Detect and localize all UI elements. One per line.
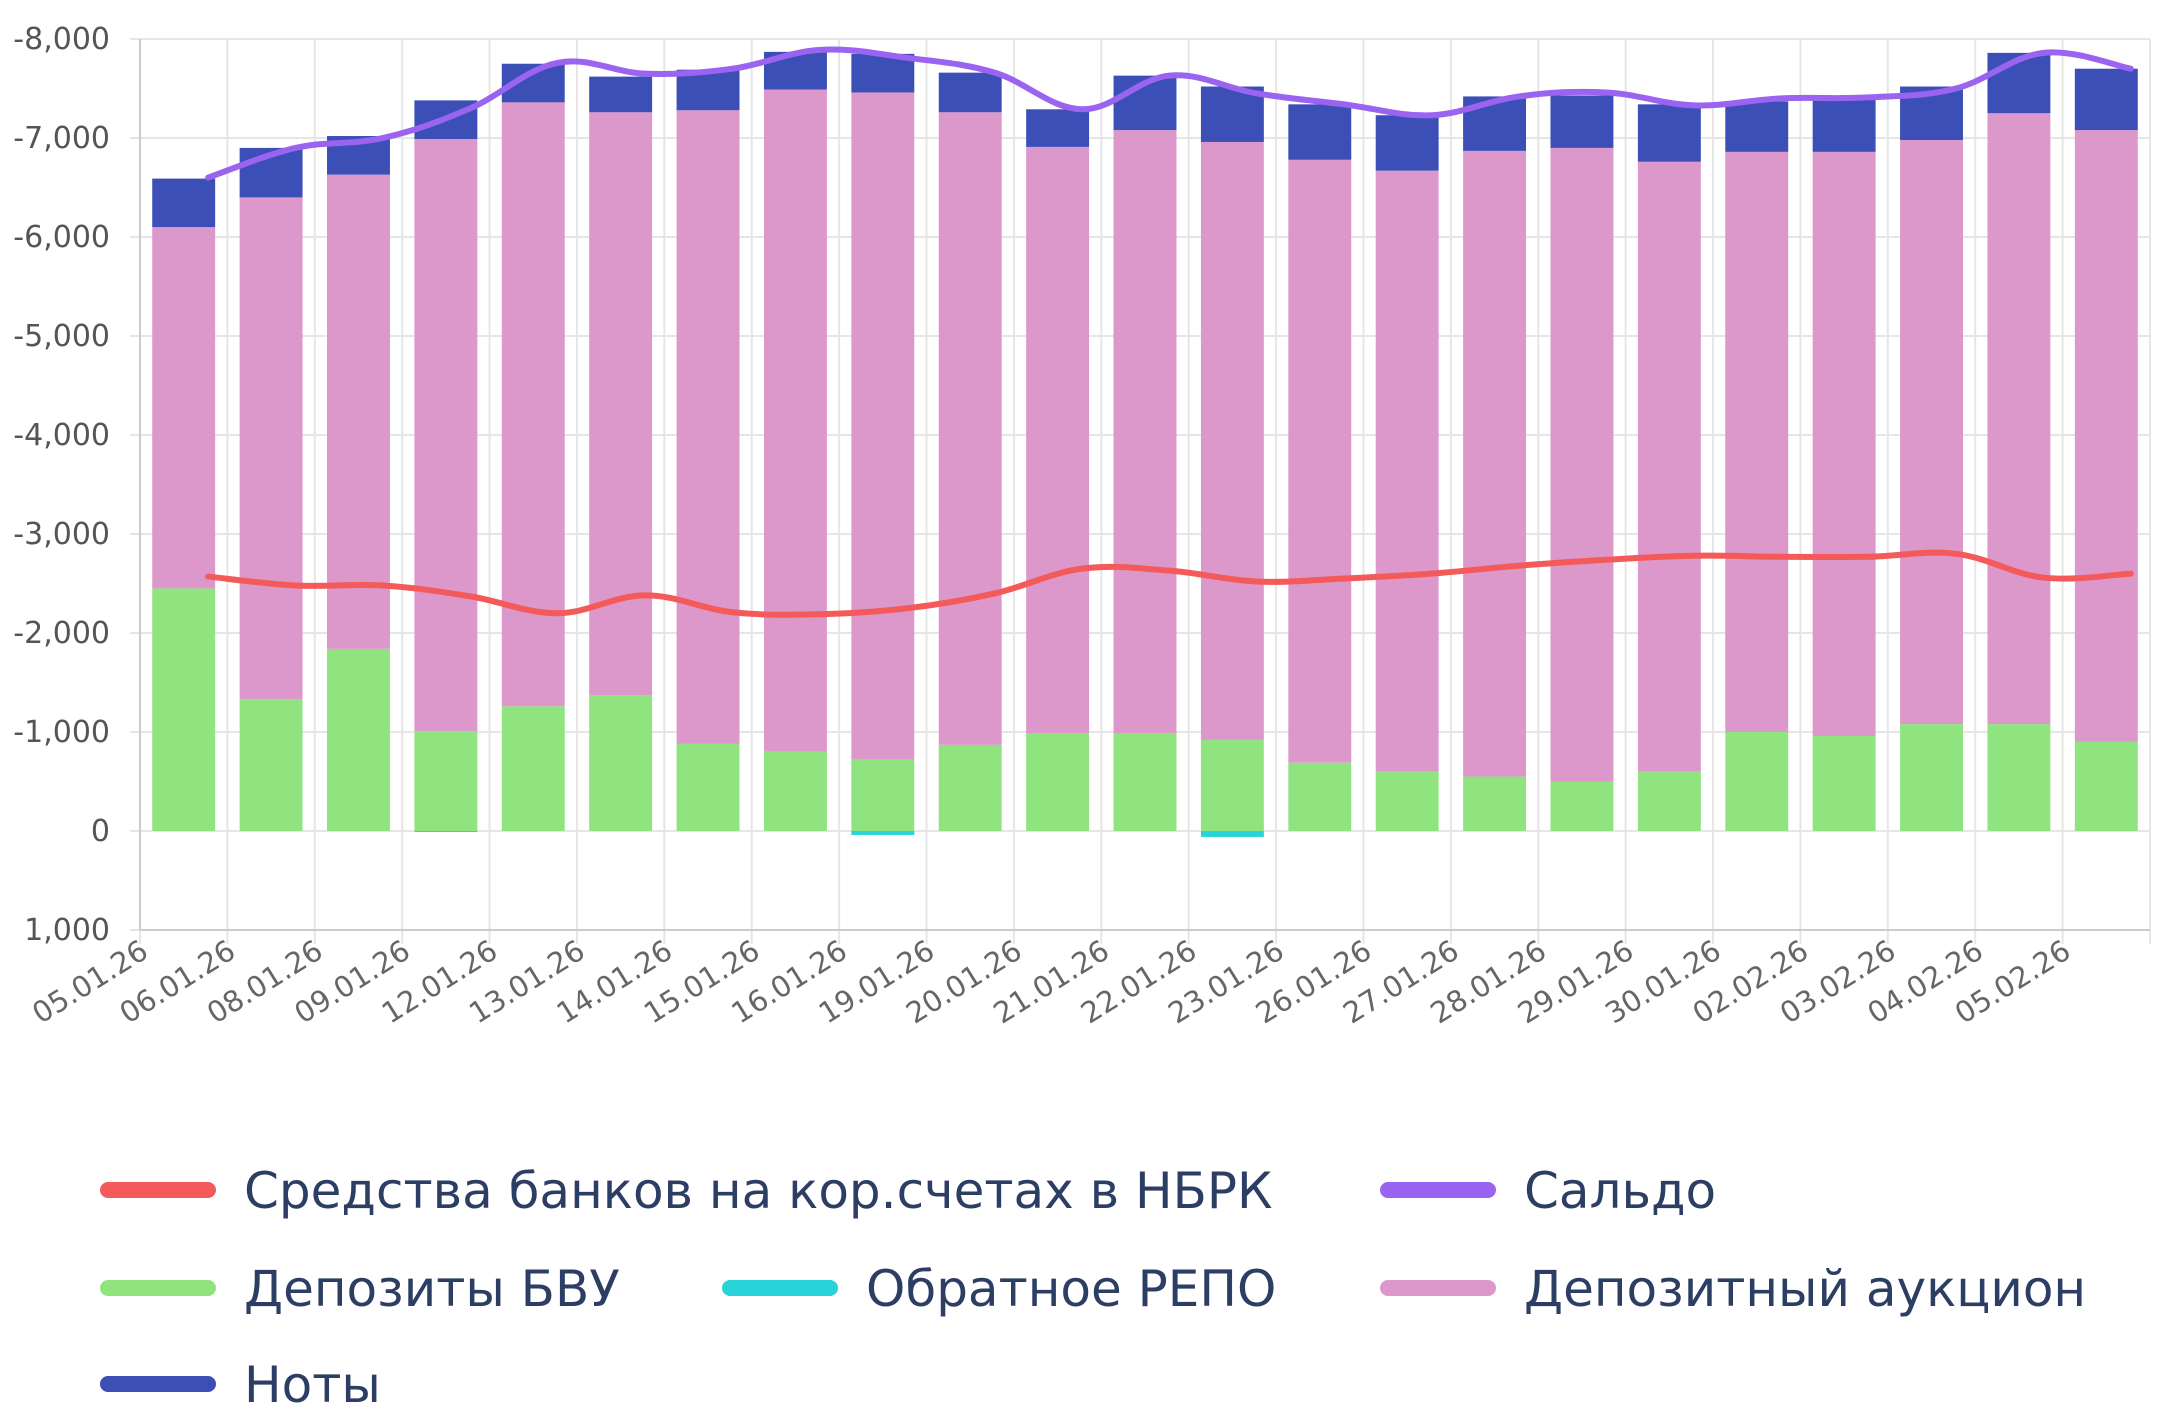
bar-segment [1637, 104, 1701, 162]
bar-segment [152, 178, 216, 228]
bar-segment [1725, 732, 1789, 831]
bar-segment [1725, 101, 1789, 152]
y-tick-label: -3,000 [13, 517, 110, 552]
y-tick-label: 0 [91, 814, 110, 849]
y-tick-label: -4,000 [13, 418, 110, 453]
bar-segment [1026, 146, 1090, 733]
bar-segment [152, 588, 216, 831]
y-tick-label: -7,000 [13, 121, 110, 156]
bar-segment [1550, 781, 1614, 831]
bar-segment [676, 110, 740, 744]
series-line [205, 46, 2134, 181]
bar-segment [2074, 68, 2138, 131]
y-tick-label: -8,000 [13, 22, 110, 57]
bar-segment [2074, 130, 2138, 742]
bar-segment [1026, 732, 1090, 831]
bar-segment [1900, 139, 1963, 725]
bar-segment [1113, 130, 1177, 733]
bar-segment [152, 227, 216, 589]
bar-segment [589, 695, 653, 831]
bar-segment [763, 89, 827, 752]
y-tick-label: -1,000 [13, 715, 110, 750]
bar-segment [851, 92, 915, 760]
bar-segment [1812, 98, 1876, 152]
bar-segment [1200, 141, 1264, 740]
bar-segment [327, 174, 390, 649]
legend-label: Средства банков на кор.счетах в НБРК [244, 1162, 1273, 1220]
legend-label: Ноты [244, 1356, 381, 1414]
bar-segment [414, 831, 478, 832]
bar-segment [1900, 724, 1963, 831]
bar-segment [1288, 104, 1352, 160]
bar-segment [1987, 724, 2051, 831]
bar-segment [676, 743, 740, 831]
bar-segment [1637, 771, 1701, 831]
bar-segment [938, 112, 1002, 745]
bar-segment [851, 759, 915, 831]
bar-segment [1463, 150, 1527, 777]
bar-segment [1375, 170, 1439, 772]
bar-segment [1725, 151, 1789, 733]
bar-segment [414, 731, 478, 831]
bar-segment [414, 138, 478, 732]
bar-segment [938, 744, 1002, 831]
bar-segment [501, 706, 565, 831]
bar-segment [1200, 739, 1264, 831]
bar-segment [1987, 113, 2051, 725]
y-tick-label: -2,000 [13, 616, 110, 651]
bar-segment [676, 69, 740, 111]
y-tick-label: -5,000 [13, 319, 110, 354]
bar-segment [1987, 52, 2051, 114]
bar-segment [1550, 95, 1614, 148]
bar-segment [1637, 161, 1701, 772]
y-tick-label: 1,000 [24, 913, 110, 948]
bar-segment [1113, 732, 1177, 831]
bar-segment [851, 831, 915, 835]
legend: Средства банков на кор.счетах в НБРК Саль… [100, 1162, 2086, 1414]
legend-label: Сальдо [1524, 1162, 1716, 1220]
bar-layer [152, 51, 2138, 837]
legend-label: Обратное РЕПО [866, 1260, 1276, 1318]
bar-segment [1026, 109, 1090, 147]
bar-segment [763, 751, 827, 831]
bar-segment [327, 648, 390, 831]
legend-label: Депозиты БВУ [244, 1260, 620, 1318]
y-tick-label: -6,000 [13, 220, 110, 255]
bar-segment [589, 76, 653, 113]
bar-segment [1375, 115, 1439, 171]
bar-segment [1812, 735, 1876, 831]
line-layer [205, 46, 2134, 618]
bar-segment [239, 699, 303, 831]
bar-segment [1288, 159, 1352, 763]
bar-segment [938, 72, 1002, 113]
bar-segment [1288, 762, 1352, 831]
bar-segment [1200, 831, 1264, 837]
bar-segment [1812, 151, 1876, 736]
bar-segment [2074, 741, 2138, 831]
bar-segment [239, 197, 303, 700]
bar-segment [1375, 771, 1439, 831]
series-line [205, 549, 2134, 618]
bar-segment [1463, 776, 1527, 831]
legend-label: Депозитный аукцион [1524, 1260, 2086, 1318]
bar-segment [1550, 147, 1614, 782]
